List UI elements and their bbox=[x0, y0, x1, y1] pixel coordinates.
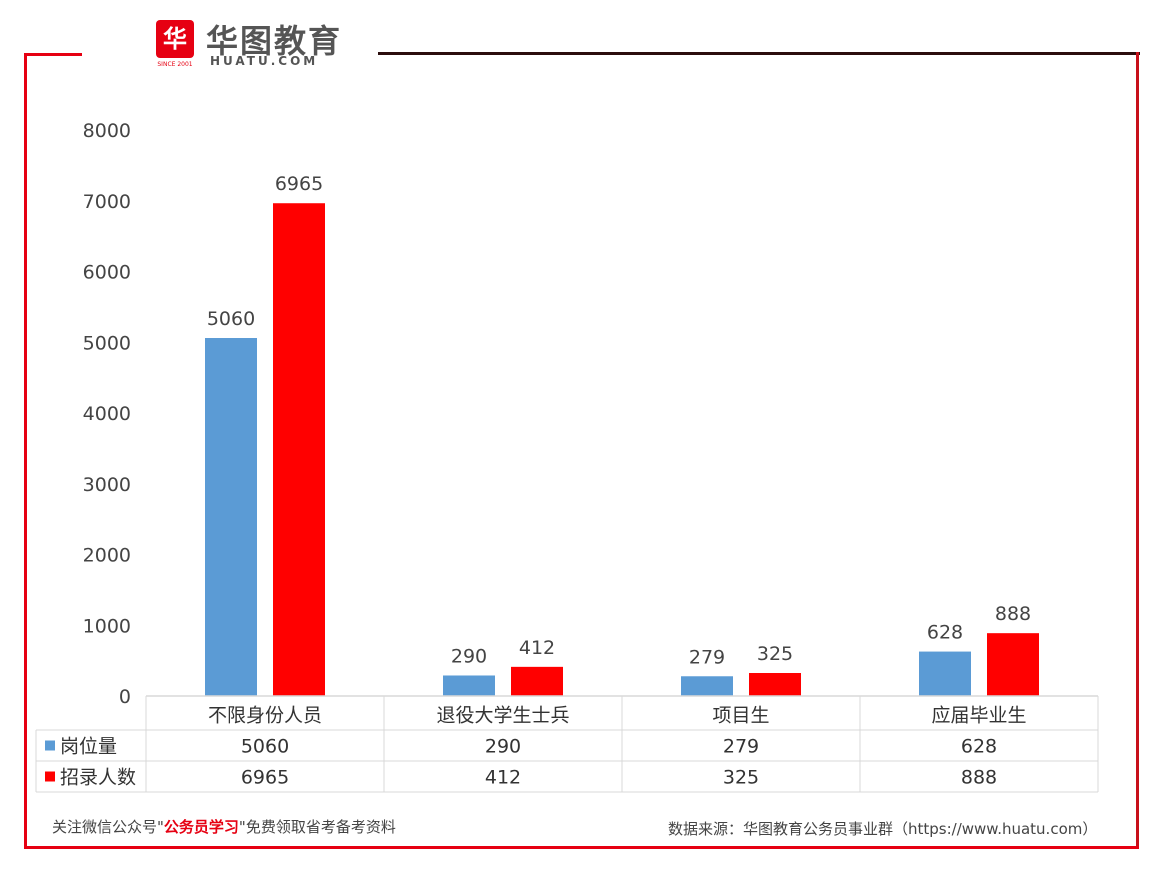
table-cell-value: 6965 bbox=[241, 767, 289, 789]
frame-bottom-line bbox=[24, 846, 1139, 849]
y-tick-label: 4000 bbox=[83, 403, 131, 425]
x-category-label: 退役大学生士兵 bbox=[436, 705, 569, 727]
bar bbox=[681, 676, 733, 696]
footer-data-source: 数据来源：华图教育公务员事业群（https://www.huatu.com） bbox=[668, 820, 1098, 838]
table-cell-value: 5060 bbox=[241, 736, 289, 758]
y-axis: 0 1000 2000 3000 4000 5000 6000 7000 8000 bbox=[83, 120, 131, 708]
y-tick-label: 2000 bbox=[83, 545, 131, 567]
y-tick-label: 7000 bbox=[83, 191, 131, 213]
footer-left-suffix: "免费领取省考备考资料 bbox=[238, 818, 396, 836]
data-label: 6965 bbox=[275, 173, 323, 195]
y-tick-label: 1000 bbox=[83, 615, 131, 637]
table-cell-value: 628 bbox=[961, 736, 997, 758]
data-label: 290 bbox=[451, 645, 487, 667]
logo-since-text: SINCE 2001 bbox=[157, 61, 193, 68]
table-cell-value: 279 bbox=[723, 736, 759, 758]
bar bbox=[749, 673, 801, 696]
logo-name-cn: 华图教育 bbox=[206, 22, 343, 60]
y-tick-label: 8000 bbox=[83, 120, 131, 142]
bar bbox=[511, 666, 563, 696]
bar bbox=[205, 338, 257, 696]
bar bbox=[987, 633, 1039, 696]
table-cell-value: 290 bbox=[485, 736, 521, 758]
legend-series-name: 岗位量 bbox=[60, 736, 117, 758]
table-cell-value: 888 bbox=[961, 767, 997, 789]
bars bbox=[205, 203, 1039, 696]
table-cell-value: 412 bbox=[485, 767, 521, 789]
y-tick-label: 5000 bbox=[83, 332, 131, 354]
frame-top-dark-line bbox=[378, 52, 1140, 55]
legend-swatch bbox=[45, 740, 55, 751]
footer-wechat-note: 关注微信公众号"公务员学习"免费领取省考备考资料 bbox=[52, 816, 396, 837]
bar bbox=[919, 651, 971, 696]
logo-badge-icon: 华 bbox=[156, 20, 194, 58]
x-category-label: 项目生 bbox=[712, 705, 769, 727]
y-tick-label: 3000 bbox=[83, 474, 131, 496]
data-label: 325 bbox=[757, 643, 793, 665]
data-label: 628 bbox=[927, 622, 963, 644]
frame-right-line bbox=[1136, 52, 1139, 848]
logo-name-en: HUATU.COM bbox=[210, 54, 319, 68]
huatu-logo: 华 SINCE 2001 华图教育 HUATU.COM bbox=[156, 20, 386, 76]
legend-series-name: 招录人数 bbox=[60, 767, 136, 789]
legend-swatch bbox=[45, 771, 55, 782]
data-label: 412 bbox=[519, 637, 555, 659]
frame-top-red-line bbox=[24, 53, 82, 56]
frame-left-line bbox=[24, 53, 27, 848]
footer-left-prefix: 关注微信公众号" bbox=[52, 818, 164, 836]
x-category-label: 应届毕业生 bbox=[931, 705, 1026, 727]
y-tick-label: 6000 bbox=[83, 262, 131, 284]
y-tick-label: 0 bbox=[119, 686, 131, 708]
footer-left-highlight: 公务员学习 bbox=[163, 818, 239, 836]
data-label: 279 bbox=[689, 646, 725, 668]
x-category-label: 不限身份人员 bbox=[208, 705, 322, 727]
bar bbox=[443, 675, 495, 696]
data-labels: 5060 6965 290 412 279 325 628 888 bbox=[207, 173, 1031, 668]
data-label: 888 bbox=[995, 603, 1031, 625]
table-cell-value: 325 bbox=[723, 767, 759, 789]
bar bbox=[273, 203, 325, 696]
data-label: 5060 bbox=[207, 308, 255, 330]
